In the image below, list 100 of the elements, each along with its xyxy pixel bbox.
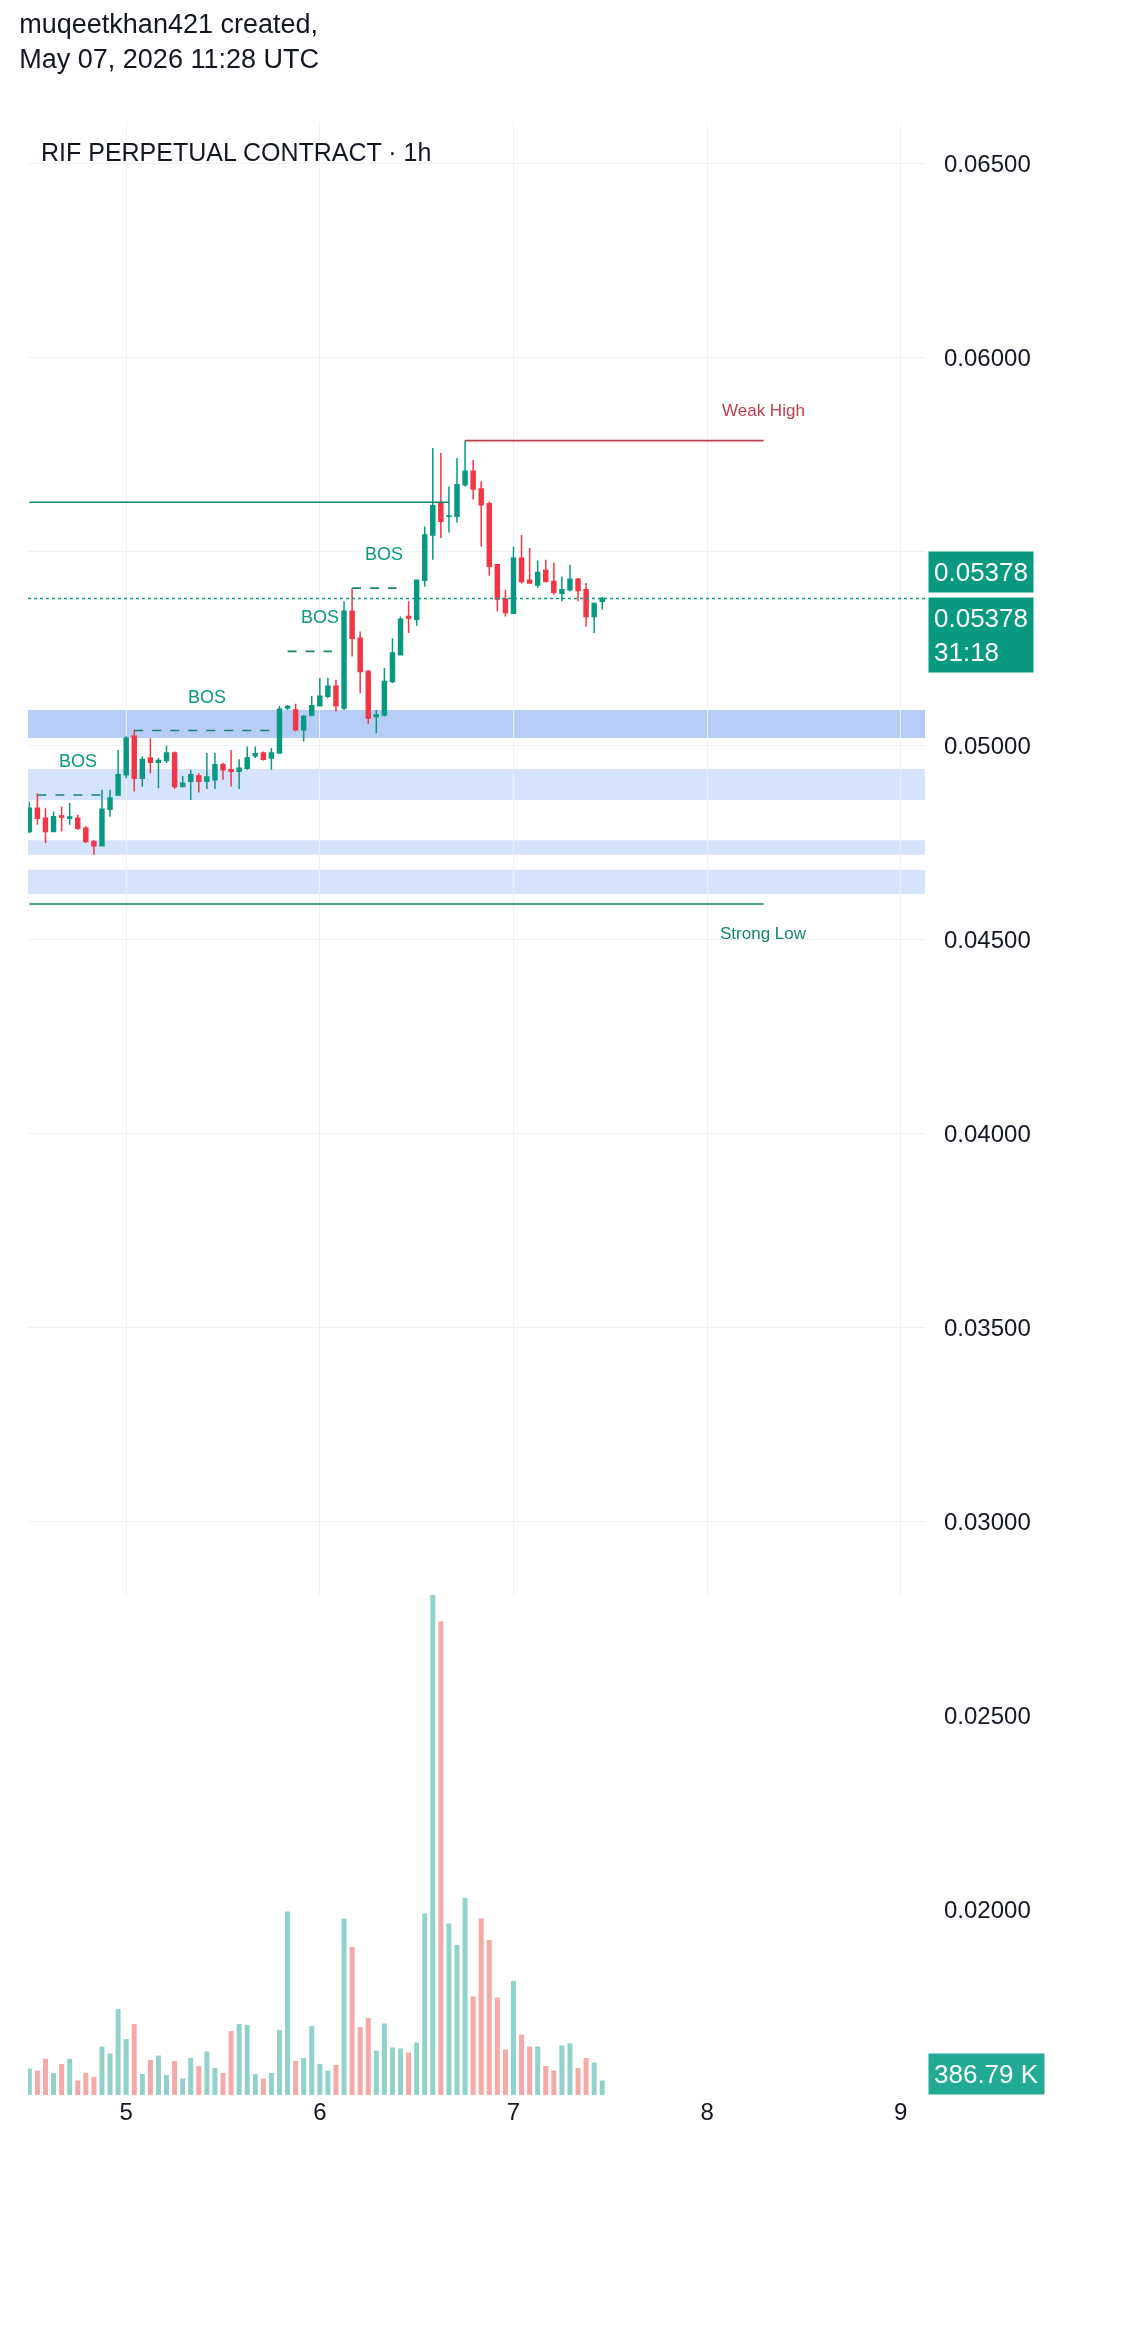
bar bbox=[276, 2030, 282, 2095]
candlestick bbox=[28, 800, 33, 834]
candlestick bbox=[381, 667, 388, 718]
bar bbox=[583, 2058, 589, 2095]
bar bbox=[99, 2046, 105, 2095]
bar bbox=[389, 2047, 395, 2095]
candlestick bbox=[220, 763, 226, 781]
bar bbox=[244, 2025, 250, 2095]
candlestick bbox=[196, 772, 202, 794]
bar bbox=[83, 2073, 89, 2095]
bar bbox=[212, 2068, 218, 2095]
candlestick bbox=[438, 452, 444, 539]
bar bbox=[147, 2060, 153, 2095]
candlestick bbox=[341, 600, 347, 711]
bar bbox=[422, 1913, 428, 2095]
candlestick bbox=[309, 695, 315, 718]
bar bbox=[260, 2078, 266, 2095]
candlestick bbox=[543, 559, 549, 583]
chart-subtitle: muqeetkhan421 created, May 07, 2026 11:28 UTC bbox=[19, 8, 319, 74]
bar bbox=[567, 2043, 573, 2095]
bar bbox=[301, 2058, 307, 2095]
bar bbox=[438, 1621, 444, 2095]
candlestick bbox=[163, 744, 170, 764]
bar bbox=[236, 2024, 242, 2095]
bar bbox=[478, 1918, 484, 2095]
y-tick-label: 0.05000 bbox=[944, 731, 1031, 759]
candlestick bbox=[107, 789, 113, 818]
bar bbox=[131, 2024, 137, 2095]
candlestick bbox=[171, 750, 178, 790]
candlestick bbox=[349, 587, 355, 658]
bar bbox=[59, 2064, 65, 2095]
y-tick-label: 0.02000 bbox=[944, 1895, 1031, 1923]
bar bbox=[502, 2049, 508, 2095]
candlestick bbox=[462, 439, 468, 488]
bar bbox=[51, 2073, 57, 2095]
bar bbox=[293, 2061, 299, 2095]
candlestick bbox=[58, 805, 65, 833]
candlestick bbox=[365, 669, 371, 725]
x-tick-label: 6 bbox=[313, 2098, 327, 2125]
bar bbox=[75, 2080, 81, 2095]
bar bbox=[430, 1595, 436, 2095]
bar bbox=[398, 2048, 404, 2095]
candlestick bbox=[139, 755, 146, 788]
candlestick bbox=[575, 577, 581, 603]
text: 0.05378 31:18 bbox=[934, 603, 1028, 667]
bar bbox=[559, 2045, 565, 2095]
bar bbox=[543, 2066, 549, 2095]
ref-line-label: 0.05378 bbox=[934, 557, 1028, 587]
bar bbox=[172, 2061, 178, 2095]
candlestick bbox=[212, 752, 218, 790]
bar bbox=[462, 1898, 468, 2095]
candlestick bbox=[583, 582, 589, 628]
candlestick bbox=[50, 810, 57, 833]
bar bbox=[252, 2074, 258, 2095]
candlestick bbox=[292, 702, 299, 733]
bar bbox=[414, 2042, 420, 2095]
text: 386.79 K bbox=[934, 2059, 1039, 2089]
y-tick-label: 0.06500 bbox=[944, 149, 1031, 177]
candlestick bbox=[115, 749, 121, 797]
bar bbox=[115, 2009, 121, 2095]
bar bbox=[34, 2070, 40, 2095]
candlestick bbox=[526, 547, 533, 585]
bar bbox=[510, 1981, 516, 2095]
series-label: Weak High bbox=[722, 401, 805, 420]
candlestick bbox=[276, 704, 283, 755]
x-tick-label: 8 bbox=[700, 2098, 714, 2125]
bar bbox=[123, 2039, 129, 2095]
y-tick-label: 0.06000 bbox=[944, 343, 1031, 371]
x-tick-label: 5 bbox=[119, 2098, 133, 2125]
candlestick bbox=[486, 500, 492, 577]
bar bbox=[486, 1940, 492, 2095]
candlestick bbox=[123, 735, 129, 779]
candlestick bbox=[91, 840, 97, 856]
candlestick bbox=[83, 825, 89, 844]
bar bbox=[349, 1947, 355, 2095]
candlestick bbox=[478, 480, 484, 548]
bar bbox=[333, 2065, 339, 2095]
candlestick bbox=[147, 737, 154, 774]
candlestick bbox=[422, 525, 428, 588]
bar bbox=[373, 2050, 379, 2095]
candlestick bbox=[75, 813, 81, 831]
candlestick bbox=[534, 559, 541, 589]
text: RIF PERPETUAL CONTRACT · 1h bbox=[41, 138, 432, 166]
bar bbox=[494, 1997, 500, 2095]
candlestick bbox=[389, 637, 396, 684]
candlestick bbox=[42, 807, 49, 844]
candlestick bbox=[430, 447, 436, 561]
candlestick bbox=[591, 601, 597, 634]
bar bbox=[220, 2073, 226, 2095]
bar bbox=[381, 2023, 387, 2095]
bar bbox=[28, 2068, 32, 2095]
bar bbox=[188, 2058, 194, 2095]
candlestick bbox=[551, 562, 557, 596]
bar bbox=[317, 2064, 323, 2095]
candlestick bbox=[236, 758, 242, 790]
y-tick-label: 0.03500 bbox=[944, 1313, 1031, 1341]
bar bbox=[196, 2066, 202, 2095]
candlestick bbox=[66, 802, 73, 826]
bar bbox=[91, 2077, 97, 2095]
y-tick-label: 0.03000 bbox=[944, 1507, 1031, 1535]
